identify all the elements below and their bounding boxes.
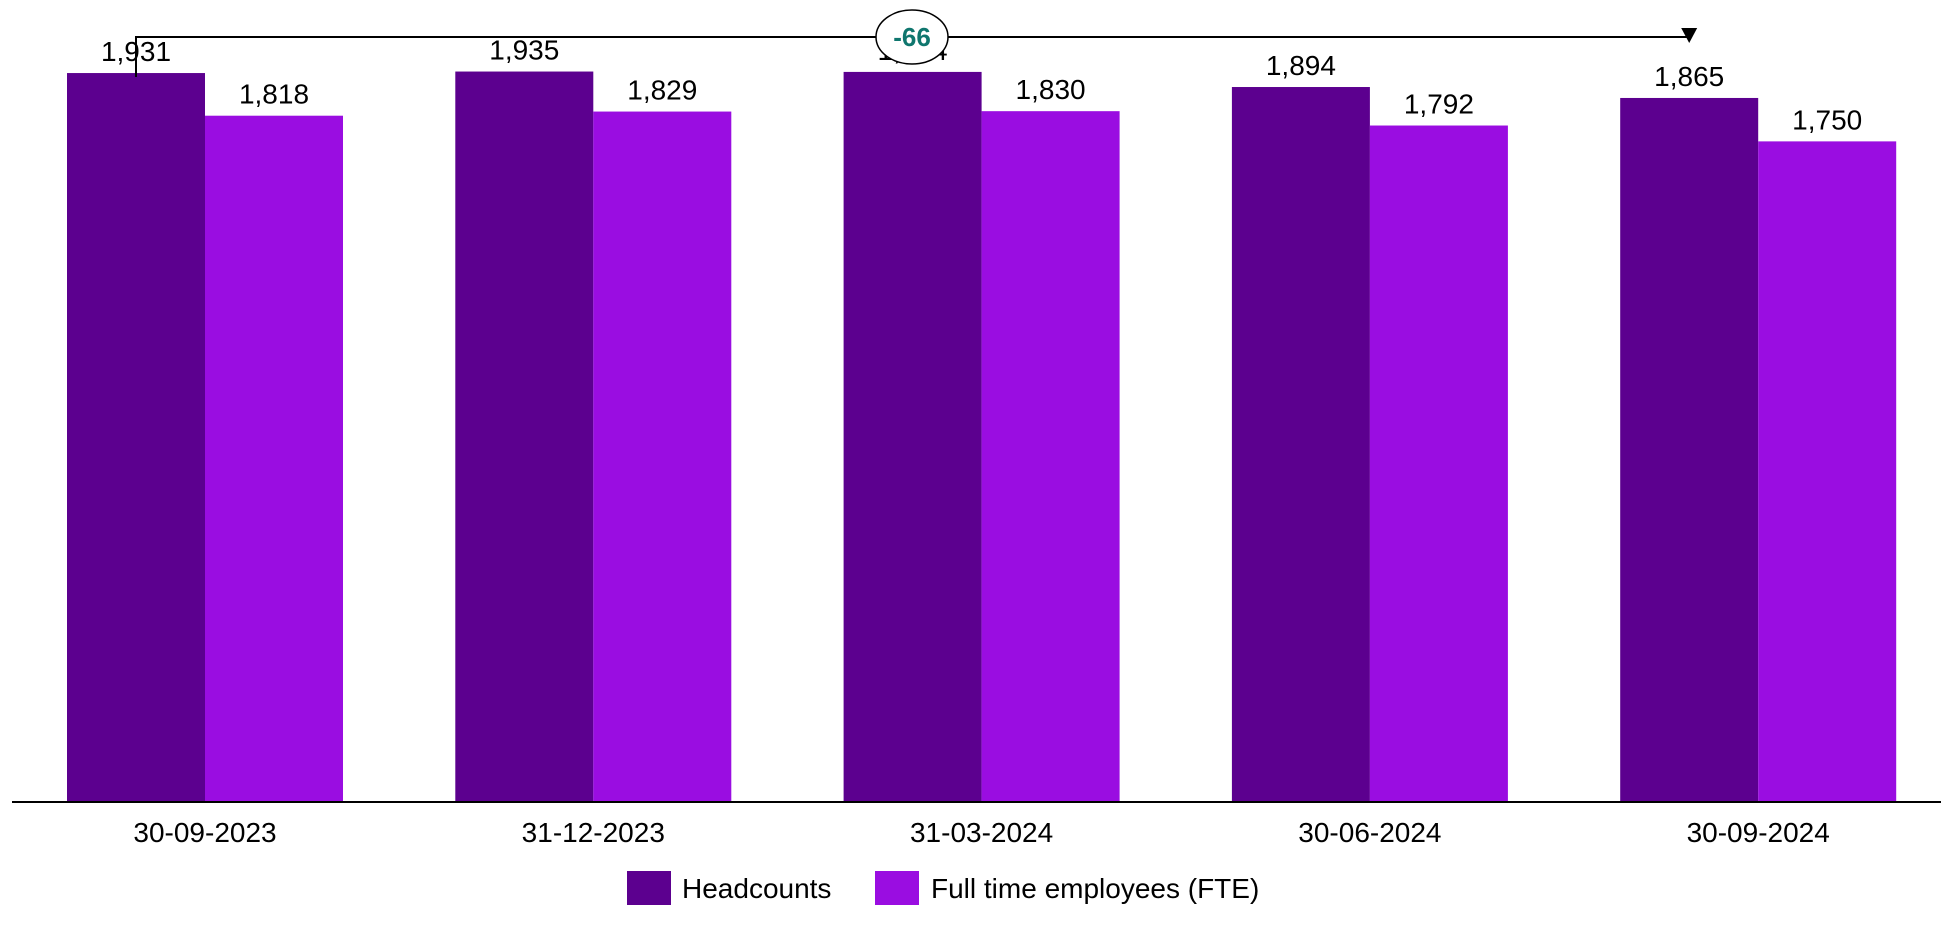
legend-swatch-headcounts [627,871,671,905]
bar-full-time-employees-fte-31-03-2024 [981,111,1120,803]
x-tick-label: 30-09-2024 [1687,817,1830,848]
legend-label-headcounts: Headcounts [682,873,831,904]
bar-headcounts-31-12-2023 [455,71,594,803]
x-tick-label: 31-12-2023 [522,817,665,848]
x-tick-label: 31-03-2024 [910,817,1053,848]
annotation-bubble [875,9,949,65]
bar-headcounts-30-09-2024 [1620,97,1759,802]
x-tick-labels-group: 30-09-2023 31-12-2023 31-03-2024 30-06-2024… [133,817,1829,848]
data-label-full-time-employees-fte-30-09-2023: 1,818 [239,79,309,110]
bars-group [67,71,1897,803]
change-annotation: -66 [135,9,1698,77]
bar-headcounts-30-06-2024 [1231,87,1370,802]
annotation-arrowhead [1681,27,1698,43]
data-label-full-time-employees-fte-31-12-2023: 1,829 [627,75,697,106]
x-tick-label: 30-06-2024 [1298,817,1441,848]
legend-swatch-fte [875,871,919,905]
data-label-headcounts-30-06-2024: 1,894 [1266,50,1336,81]
bar-full-time-employees-fte-31-12-2023 [593,111,732,803]
legend: Headcounts Full time employees (FTE) [627,871,1259,905]
x-tick-label: 30-09-2023 [133,817,276,848]
legend-label-fte: Full time employees (FTE) [931,873,1259,904]
bar-full-time-employees-fte-30-09-2024 [1758,141,1897,802]
data-label-headcounts-30-09-2024: 1,865 [1654,61,1724,92]
bar-headcounts-30-09-2023 [67,73,205,803]
annotation-change-value: -66 [893,22,931,52]
data-label-full-time-employees-fte-31-03-2024: 1,830 [1016,74,1086,105]
data-label-full-time-employees-fte-30-06-2024: 1,792 [1404,89,1474,120]
bar-headcounts-31-03-2024 [843,71,982,803]
data-label-full-time-employees-fte-30-09-2024: 1,750 [1792,104,1862,135]
bar-full-time-employees-fte-30-09-2023 [205,115,343,802]
data-label-headcounts-31-12-2023: 1,935 [489,35,559,66]
bar-full-time-employees-fte-30-06-2024 [1369,125,1508,802]
